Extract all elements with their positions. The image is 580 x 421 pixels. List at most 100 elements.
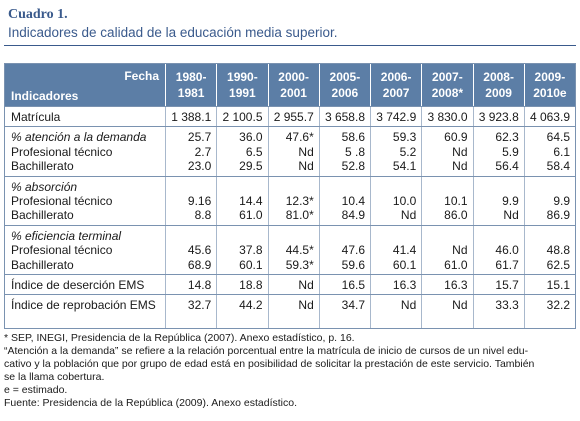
column-divider: [165, 106, 166, 328]
column-divider: [370, 106, 371, 328]
row-label: Profesional técnico: [11, 243, 113, 258]
table-cell: 60.9: [444, 130, 468, 145]
header-fecha-label: Fecha: [124, 69, 159, 83]
table-cell: Nd: [400, 208, 417, 223]
table-cell: 14.8: [187, 278, 212, 292]
table-cell: Nd: [452, 298, 468, 313]
table-header: Fecha Indicadores 1980- 1981 1990- 1991 2000…: [5, 64, 575, 106]
note-line: * SEP, INEGI, Presidencia de la Repúblic…: [4, 332, 355, 344]
table-cell: 59.6: [341, 257, 365, 272]
header-year-text: 1981: [177, 86, 205, 100]
table-cell: 54.1: [392, 159, 417, 174]
row-label: Matrícula: [11, 110, 61, 124]
table-row: % absorción: [5, 180, 575, 194]
row-label: Índice de deserción EMS: [11, 278, 145, 292]
table-cell: 60.1: [239, 257, 263, 272]
table-row: Profesional técnico 9.16 14.4 12.3* 10.4 10.0…: [5, 194, 575, 208]
table-cell: 2.7: [194, 144, 212, 159]
header-year-text: 1991: [229, 86, 256, 100]
column-divider: [472, 106, 474, 328]
table-cell: 25.7: [187, 130, 212, 145]
table-cell: 44.2: [239, 298, 263, 313]
table-row-group: % atención a la demanda 25.7 36.0 47.6* 58.6…: [5, 126, 575, 175]
column-divider: [318, 106, 320, 328]
table-cell: 86.0: [444, 208, 468, 223]
table-cell: 32.7: [187, 298, 212, 313]
table-cell: 59.3*: [285, 257, 314, 272]
note-line: e = estimado.: [4, 384, 68, 396]
table-row-group: % absorción Profesional técnico 9.16 14.4 12…: [5, 175, 575, 225]
note-line: Fuente: Presidencia de la República (200…: [4, 397, 298, 409]
header-year-text: 2006: [331, 86, 359, 100]
table-cell: 48.8: [546, 243, 570, 258]
header-year-text: 2009: [485, 86, 512, 100]
table-cell: 29.5: [239, 159, 263, 174]
table-cell: 18.8: [239, 278, 263, 292]
table-cell: 36.0: [239, 130, 263, 145]
table-cell: 9.9: [502, 193, 519, 208]
table-cell: 5.2: [399, 144, 417, 159]
table-cell: Nd: [452, 159, 468, 174]
table-cell: 23.0: [187, 159, 212, 174]
header-year-text: 2008-: [483, 70, 514, 84]
row-label: % absorción: [11, 179, 78, 194]
table-cell: Nd: [503, 208, 519, 223]
header-year-text: 1980-: [175, 70, 207, 84]
table-cell: 10.1: [444, 193, 468, 208]
table-cell: 60.1: [392, 257, 417, 272]
table-cell: 52.8: [341, 159, 365, 174]
row-label: Profesional técnico: [11, 193, 113, 208]
table-cell: 2 100.5: [222, 110, 263, 124]
table-cell: 47.6: [341, 243, 365, 258]
table-cell: 61.7: [495, 257, 519, 272]
header-year-text: 2009-: [534, 70, 566, 84]
table-cell: 10.4: [341, 193, 365, 208]
table-cell: Nd: [298, 159, 314, 174]
table-row: Bachillerato 23.0 29.5 Nd 52.8 54.1 Nd 56.4 58.4: [5, 159, 575, 173]
table-cell: 3 830.0: [427, 110, 468, 124]
header-year-cell: 2009- 2010e: [523, 64, 575, 106]
header-year-text: 2000-: [278, 70, 309, 84]
table-row: % atención a la demanda 25.7 36.0 47.6* 58.6…: [5, 130, 575, 144]
row-label: % eficiencia terminal: [11, 228, 122, 243]
column-divider: [421, 106, 423, 328]
row-label: Índice de reprobación EMS: [11, 298, 156, 313]
table-cell: 32.2: [546, 298, 570, 313]
table-cell: 68.9: [187, 257, 212, 272]
header-year-cell: 2007- 2008*: [421, 64, 472, 106]
table-cell: 56.4: [495, 159, 519, 174]
table-row-group: Índice de deserción EMS 14.8 18.8 Nd 16.5 16.…: [5, 274, 575, 294]
table-row-group: Matrícula 1 388.1 2 100.5 2 955.7 3 658.8 3 7…: [5, 106, 575, 126]
table-cell: 1 388.1: [171, 110, 212, 124]
note-line: “Atención a la demanda” se refiere a la …: [4, 345, 529, 357]
table-cell: 44.5*: [285, 243, 314, 258]
table-cell: 58.6: [341, 130, 365, 145]
table-cell: 62.3: [495, 130, 519, 145]
table-cell: 61.0: [444, 257, 468, 272]
header-year-text: 2010e: [533, 86, 567, 100]
table-cell: 9.16: [187, 193, 212, 208]
table-cell: Nd: [400, 298, 417, 313]
table-cell: 2 955.7: [273, 110, 314, 124]
table-cell: 33.3: [495, 298, 519, 313]
table-cell: 45.6: [187, 243, 212, 258]
table-notes: * SEP, INEGI, Presidencia de la Repúblic…: [4, 332, 576, 410]
table-row: Matrícula 1 388.1 2 100.5 2 955.7 3 658.8 3 7…: [5, 110, 575, 124]
table-row-group: Índice de reprobación EMS 32.7 44.2 Nd 34.7 N…: [5, 294, 575, 314]
table-cell: 6.5: [245, 144, 263, 159]
table-row-group: % eficiencia terminal Profesional técnico…: [5, 224, 575, 274]
table-cell: 5 .8: [344, 144, 365, 159]
table-cell: 81.0*: [285, 208, 314, 223]
header-year-text: 2006-: [380, 70, 412, 84]
row-label: Bachillerato: [11, 257, 74, 272]
table-cell: 5.9: [502, 144, 519, 159]
table-cell: 15.7: [495, 278, 519, 292]
table-cell: Nd: [298, 298, 314, 313]
table-cell: 86.9: [546, 208, 570, 223]
table-row: Índice de reprobación EMS 32.7 44.2 Nd 34.7 N…: [5, 298, 575, 312]
header-year-cell: 1990- 1991: [216, 64, 267, 106]
column-divider: [267, 106, 269, 328]
table-row: Profesional técnico 2.7 6.5 Nd 5 .8 5.2 Nd 5.9 6…: [5, 145, 575, 159]
header-indicadores-label: Indicadores: [11, 89, 79, 103]
